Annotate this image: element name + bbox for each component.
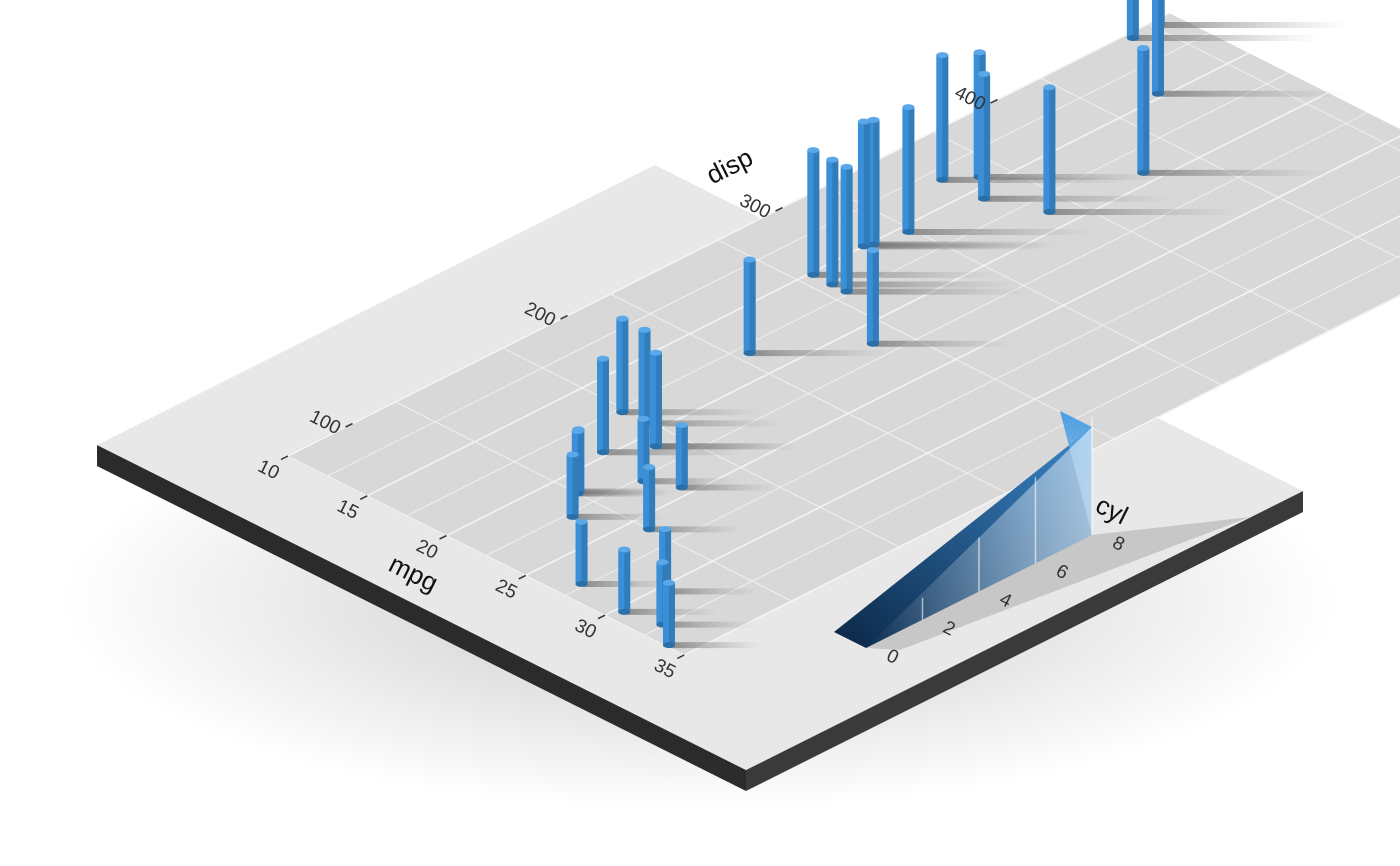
bar-shadow	[813, 271, 1001, 278]
bar-shadow	[644, 420, 785, 427]
grid-line	[610, 293, 1007, 494]
bar-shadow	[984, 195, 1172, 202]
bar-shadow	[942, 176, 1130, 183]
grid-line	[446, 92, 1329, 537]
bar	[649, 349, 662, 450]
grid-line	[565, 175, 1400, 596]
bar	[840, 163, 853, 295]
bar-shadow	[681, 484, 776, 491]
bar	[1126, 0, 1139, 41]
bar	[643, 463, 656, 533]
bar	[1137, 45, 1150, 176]
grid-line	[287, 12, 1170, 457]
bar-shadow	[649, 526, 743, 533]
bar-shadow	[749, 350, 891, 357]
bar	[1043, 84, 1056, 216]
bar	[867, 116, 880, 248]
bar	[743, 256, 756, 357]
bar-shadow	[572, 513, 667, 520]
bar	[675, 422, 688, 491]
bar	[978, 70, 991, 202]
floor-panel	[287, 12, 1400, 656]
cyl-wedge-axis	[834, 411, 1250, 650]
bar-shadow	[662, 621, 756, 628]
bar-shadow	[908, 228, 1096, 235]
bar-shadow	[832, 281, 1020, 288]
grid-line	[327, 32, 1210, 477]
grid-line	[525, 135, 1400, 577]
grid-line	[1040, 77, 1400, 259]
bar-shadow	[1158, 22, 1346, 29]
grid-line	[644, 255, 1400, 636]
grid-line	[932, 131, 1330, 332]
bar-shadow	[665, 588, 759, 595]
bar-shadows	[572, 22, 1346, 649]
grid-line	[683, 294, 1400, 656]
bar	[566, 451, 579, 520]
bar	[826, 156, 839, 288]
bar	[596, 355, 609, 456]
bar-shadow	[668, 642, 763, 649]
bar	[638, 326, 651, 427]
grid-line	[395, 401, 792, 602]
grid-line	[287, 455, 685, 656]
bars	[566, 0, 1165, 649]
grid-line	[604, 214, 1400, 616]
bar	[616, 315, 629, 416]
bar-shadow	[577, 490, 672, 497]
bar-shadow	[655, 443, 797, 450]
bar-shadow	[872, 340, 1014, 347]
bar-shadow	[863, 243, 1052, 250]
bar	[618, 546, 631, 615]
grid-line	[825, 185, 1222, 386]
bar-shadow	[602, 449, 744, 456]
bar	[902, 104, 915, 235]
bar-shadow	[643, 478, 738, 485]
bar	[866, 247, 879, 347]
bar	[807, 147, 820, 278]
bar-shadow	[846, 288, 1034, 295]
bar	[1151, 0, 1164, 97]
grid-line	[1147, 23, 1400, 152]
bar-shadow	[1049, 209, 1237, 216]
bar	[857, 118, 870, 250]
grid-line	[717, 239, 1115, 440]
disp-axis-title: disp	[701, 142, 757, 190]
bar	[575, 518, 588, 587]
bar-shadow	[1132, 34, 1321, 41]
bar	[662, 579, 675, 649]
bar	[936, 52, 949, 183]
bar-shadow	[1143, 169, 1331, 176]
grid-line	[485, 112, 1368, 556]
bar-shadow	[1157, 90, 1346, 97]
